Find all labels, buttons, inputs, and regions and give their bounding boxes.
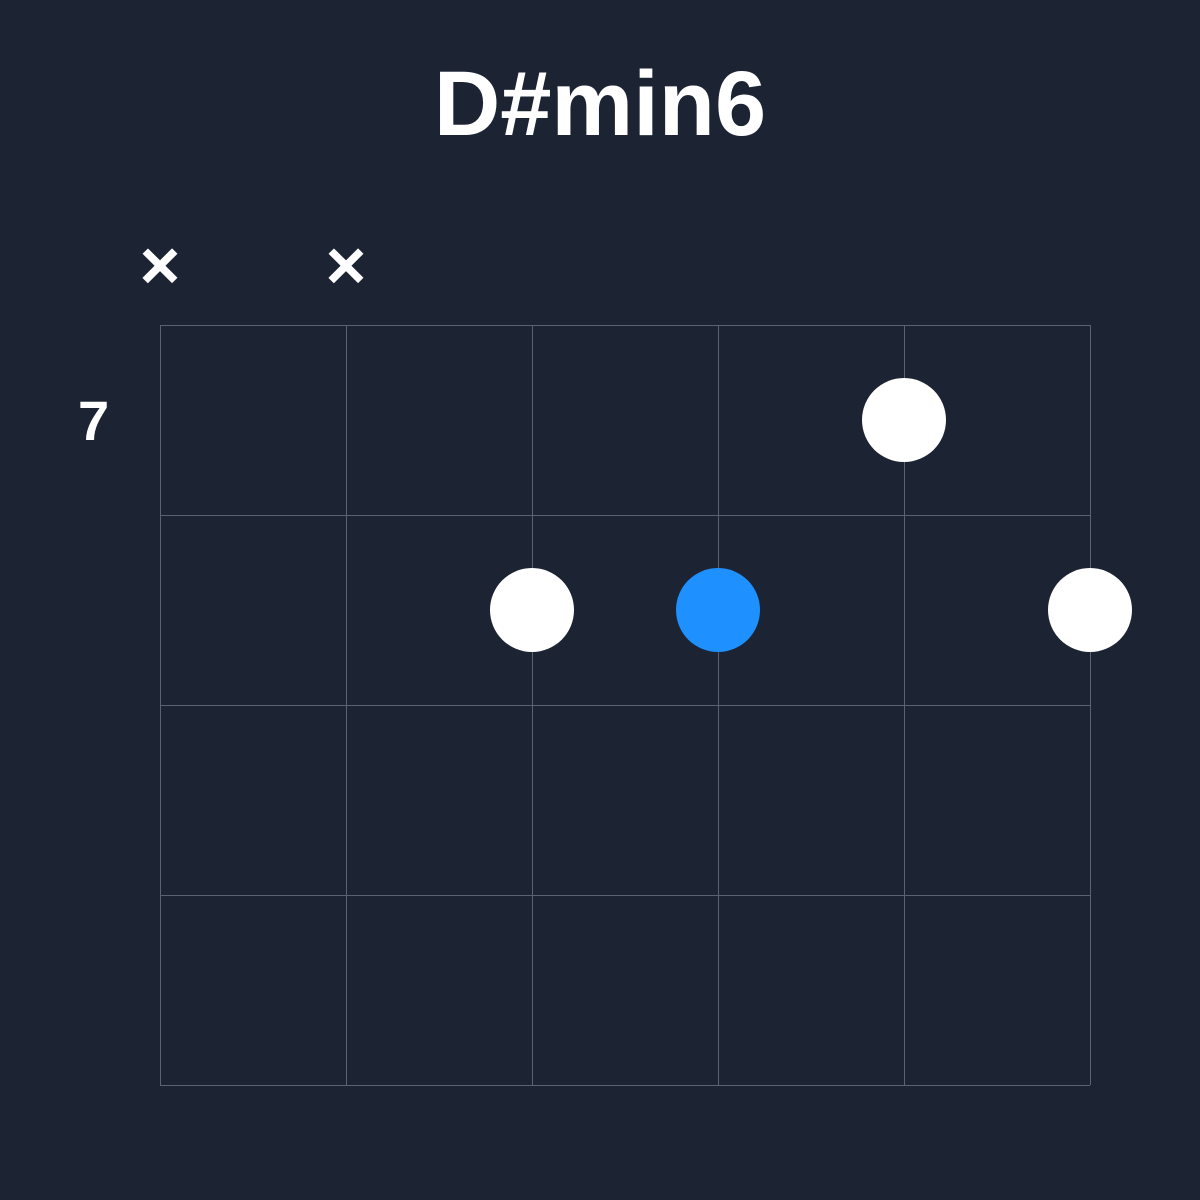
fret-line [160,895,1090,896]
finger-dot [862,378,946,462]
fretboard-grid [160,325,1090,1085]
finger-dot [490,568,574,652]
string-line [1090,325,1091,1085]
fret-line [160,1085,1090,1086]
mute-icon: × [140,230,181,300]
fret-line [160,705,1090,706]
fret-line [160,515,1090,516]
fret-line [160,325,1090,326]
starting-fret-label: 7 [78,388,109,453]
finger-dot [1048,568,1132,652]
chord-name-title: D#min6 [0,52,1200,157]
finger-dot [676,568,760,652]
mute-icon: × [326,230,367,300]
